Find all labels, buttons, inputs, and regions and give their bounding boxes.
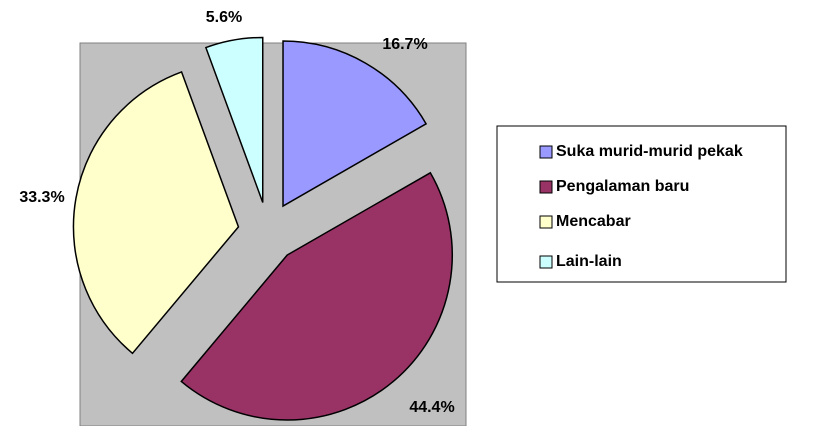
pie-slice (204, 36, 264, 203)
legend-label: Suka murid-murid pekak (556, 143, 743, 160)
data-label: 5.6% (206, 9, 242, 26)
pie-slice (180, 171, 454, 421)
data-label: 33.3% (19, 189, 64, 206)
legend-swatch (539, 180, 553, 194)
legend-swatch (539, 255, 553, 269)
legend-swatch (539, 215, 553, 229)
pie-slice (282, 40, 428, 208)
data-label: 16.7% (382, 36, 427, 53)
legend-label: Lain-lain (556, 253, 622, 270)
legend-swatch (539, 145, 553, 159)
legend-label: Pengalaman baru (556, 178, 689, 195)
data-label: 44.4% (409, 399, 454, 416)
legend-label: Mencabar (556, 213, 631, 230)
pie-slice (72, 70, 240, 355)
